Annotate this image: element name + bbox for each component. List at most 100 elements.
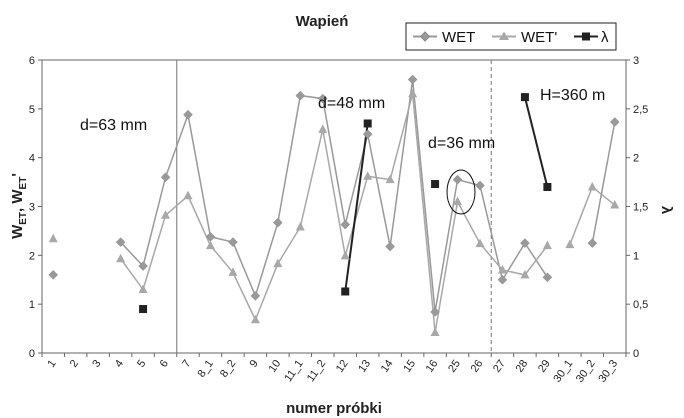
x-tick-label: 30_2 xyxy=(574,358,598,385)
highlight-ellipse xyxy=(446,169,476,215)
y-right-tick-label: 1 xyxy=(633,250,639,262)
legend-lambda-marker xyxy=(582,32,590,41)
wet-point xyxy=(520,238,530,248)
legend-wet-label: WET xyxy=(442,29,475,46)
wet-point xyxy=(115,237,126,248)
wet2-point xyxy=(228,267,238,276)
wet2-point xyxy=(318,124,328,133)
x-tick-label: 16 xyxy=(424,358,441,375)
x-tick-label: 30_1 xyxy=(551,358,575,385)
y-left-tick-label: 2 xyxy=(29,250,35,262)
wet-point xyxy=(475,180,485,191)
x-tick-label: 5 xyxy=(135,358,148,370)
wet-point xyxy=(272,217,283,228)
wet2-point xyxy=(542,240,552,250)
chart-title: Wapień xyxy=(296,13,349,30)
x-tick-label: 11_1 xyxy=(282,358,305,384)
x-tick-label: 11_2 xyxy=(305,358,328,384)
annotation-h360: H=360 m xyxy=(540,87,605,104)
x-tick-label: 6 xyxy=(158,358,171,370)
legend-wet2-marker xyxy=(499,31,509,40)
wet2-point xyxy=(587,181,597,191)
legend-wet-marker xyxy=(419,31,431,42)
wet2-point xyxy=(497,264,507,274)
x-tick-label: 26 xyxy=(469,358,486,375)
wet-point xyxy=(385,241,396,252)
left-axis: 0 1 2 3 4 5 6 xyxy=(29,55,42,360)
x-tick-label: 29 xyxy=(536,358,553,375)
x-tick-label: 12 xyxy=(334,358,351,375)
wet2-point xyxy=(183,190,193,200)
x-tick-label: 9 xyxy=(247,358,260,370)
wet-point xyxy=(452,174,463,185)
annotation-d48: d=48 mm xyxy=(318,95,385,112)
wet-point xyxy=(205,231,216,242)
x-tick-label: 15 xyxy=(401,358,418,375)
wet-point xyxy=(587,238,598,248)
wet2-point xyxy=(565,239,575,249)
x-tick-label: 1 xyxy=(45,358,58,370)
y-left-tick-label: 1 xyxy=(29,299,35,311)
wet-point xyxy=(542,272,553,283)
x-tick-label: 7 xyxy=(180,358,193,370)
x-axis-label: numer próbki xyxy=(286,400,382,417)
x-tick-label: 30_3 xyxy=(596,358,620,385)
wet-point xyxy=(340,219,351,230)
y-left-tick-label: 0 xyxy=(29,348,35,360)
wet-point xyxy=(362,129,373,140)
legend: WET WET' λ xyxy=(405,22,617,51)
wet2-line xyxy=(120,93,548,333)
annotation-d63: d=63 mm xyxy=(80,117,147,134)
lambda-point xyxy=(363,119,372,128)
wet2-point xyxy=(273,258,283,268)
wet-line xyxy=(591,121,616,244)
x-tick-label: 25 xyxy=(446,358,463,375)
wet-point xyxy=(609,117,620,127)
wet2-point xyxy=(430,327,440,336)
lambda-point xyxy=(139,305,148,314)
y-right-tick-label: 2,5 xyxy=(633,104,648,116)
y-right-tick-label: 2 xyxy=(633,153,639,165)
legend-lambda-label: λ xyxy=(601,29,609,46)
wet-point xyxy=(48,270,59,280)
wet-point xyxy=(160,172,171,183)
lambda-line xyxy=(523,96,549,188)
y-left-tick-label: 3 xyxy=(29,202,35,214)
wet-point xyxy=(295,90,306,101)
wet2-point xyxy=(453,196,463,206)
y-left-tick-label: 4 xyxy=(29,153,35,165)
lambda-line xyxy=(344,123,369,292)
x-tick-label: 2 xyxy=(68,358,81,370)
annotation-d36: d=36 mm xyxy=(428,135,495,152)
x-tick-label: 14 xyxy=(379,358,396,375)
x-tick-label: 27 xyxy=(491,358,508,375)
x-tick-label: 10 xyxy=(266,358,283,375)
y-axis-right-label: λ xyxy=(658,206,675,215)
wet2-point xyxy=(610,200,620,209)
wet-point xyxy=(497,274,508,285)
wet-point xyxy=(183,109,193,120)
y-left-tick-label: 5 xyxy=(29,104,35,116)
lambda-point xyxy=(341,287,350,296)
x-tick-label: 28 xyxy=(514,358,531,375)
series-lines xyxy=(120,79,616,333)
wet2-point xyxy=(520,269,530,279)
wet2-point xyxy=(48,233,58,243)
wet-point xyxy=(250,291,261,301)
wet2-point xyxy=(161,210,171,219)
y-right-tick-label: 1,5 xyxy=(633,202,648,214)
wet-point xyxy=(317,93,328,104)
x-tick-label: 8_2 xyxy=(218,358,238,380)
wet2-point xyxy=(205,240,215,250)
y-right-tick-label: 3 xyxy=(633,55,639,67)
right-axis: 0 0,5 1 1,5 2 2,5 3 xyxy=(626,55,648,360)
wet2-point xyxy=(385,174,395,184)
wet-point xyxy=(407,74,418,85)
x-tick-label: 8_1 xyxy=(196,358,216,380)
wet-point xyxy=(138,261,148,271)
wet-point xyxy=(228,237,238,248)
wet2-point xyxy=(295,222,305,231)
y-axis-left-label: WET, WET' xyxy=(9,173,29,239)
x-tick-label: 13 xyxy=(356,358,373,375)
